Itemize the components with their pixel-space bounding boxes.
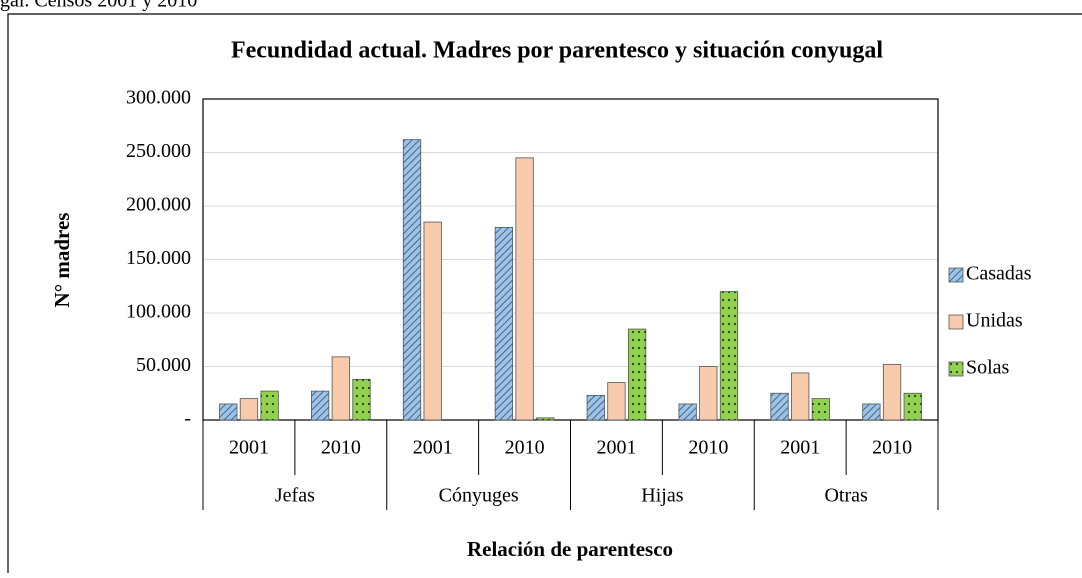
- bar-pattern: [628, 329, 646, 420]
- bar-pattern: [260, 391, 279, 420]
- bar: [607, 382, 626, 421]
- x-tick-label: 2001: [413, 437, 453, 459]
- bar: [331, 356, 350, 421]
- bar-pattern: [770, 393, 789, 420]
- bar-pattern: [403, 139, 421, 420]
- bar-pattern: [904, 393, 922, 420]
- bar: [515, 157, 534, 421]
- bar-pattern: [311, 391, 329, 420]
- legend-label: Unidas: [966, 310, 1023, 332]
- x-tick-label: 2010: [505, 437, 545, 459]
- chart-title: Fecundidad actual. Madres por parentesco…: [231, 38, 883, 64]
- legend-swatch-pattern: [949, 362, 963, 376]
- bar-pattern: [352, 379, 371, 420]
- x-tick-label: 2001: [596, 437, 636, 459]
- y-tick-label: 100.000: [126, 301, 191, 323]
- y-tick-label: 300.000: [126, 87, 191, 109]
- bar-pattern: [862, 403, 881, 420]
- x-tick-label: 2010: [321, 437, 361, 459]
- bar-pattern: [219, 403, 237, 420]
- legend-label: Solas: [966, 357, 1010, 379]
- y-tick-label: 200.000: [126, 194, 191, 216]
- bar-pattern: [720, 291, 738, 420]
- x-tick-label: 2010: [872, 437, 912, 459]
- bar-pattern: [812, 398, 830, 420]
- y-tick-label: 50.000: [136, 354, 191, 376]
- bar-pattern: [495, 227, 513, 420]
- group-label: Jefas: [275, 485, 315, 507]
- x-axis-label: Relación de parentesco: [467, 537, 673, 561]
- bar: [423, 221, 442, 421]
- bar-pattern: [536, 417, 554, 420]
- group-label: Cónyuges: [439, 485, 519, 507]
- bar-pattern: [678, 403, 697, 420]
- y-tick-label: 250.000: [126, 140, 191, 162]
- group-label: Otras: [824, 485, 868, 507]
- legend-label: Casadas: [966, 263, 1032, 285]
- legend-swatch: [948, 314, 964, 330]
- y-tick-label: -: [184, 408, 191, 430]
- bar: [239, 398, 259, 421]
- y-axis-label: N° madres: [50, 213, 74, 308]
- y-tick-label: 150.000: [126, 247, 191, 269]
- bar: [791, 372, 810, 421]
- x-tick-label: 2001: [780, 437, 820, 459]
- legend-swatch-pattern: [949, 268, 963, 282]
- bar: [882, 363, 902, 421]
- bar: [699, 366, 718, 421]
- caption: gal. Censos 2001 y 2010: [0, 0, 197, 12]
- bar-pattern: [587, 395, 605, 420]
- x-tick-label: 2010: [688, 437, 728, 459]
- x-tick-label: 2001: [229, 437, 269, 459]
- chart-frame: [7, 13, 1082, 573]
- group-label: Hijas: [641, 485, 683, 507]
